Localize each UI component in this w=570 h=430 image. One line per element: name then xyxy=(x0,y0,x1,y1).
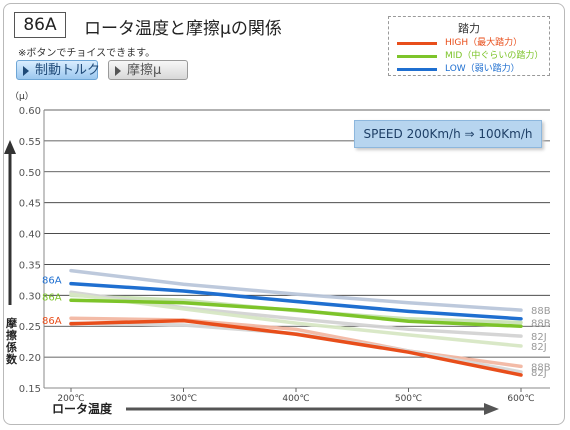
chart-title: ロータ温度と摩擦μの関係 xyxy=(84,19,282,39)
legend-swatch-high xyxy=(397,42,437,45)
y-tick-label: 0.35 xyxy=(19,260,41,271)
series-line-86A xyxy=(69,318,523,377)
model-badge: 86A xyxy=(14,12,66,38)
play-arrow-icon xyxy=(115,66,121,76)
series-label-left: 86A xyxy=(42,316,62,327)
y-axis-label-char: 摩 xyxy=(6,316,18,330)
y-tick-label: 0.15 xyxy=(19,384,41,395)
y-tick-label: 0.40 xyxy=(19,230,41,241)
y-axis-label-char: 数 xyxy=(6,352,18,366)
friction-mu-button[interactable]: 摩擦μ xyxy=(108,60,188,80)
series-label-left: 86A xyxy=(42,276,62,287)
series-line-88B xyxy=(69,316,523,369)
x-tick-label: 300℃ xyxy=(170,394,197,404)
series-label-right: 88B xyxy=(531,306,551,317)
legend-label-mid: MID（中ぐらいの踏力） xyxy=(445,51,544,61)
y-tick-label: 0.25 xyxy=(19,322,41,333)
braking-torque-label: 制動トルク xyxy=(35,63,101,78)
series-label-right: 82J xyxy=(531,368,547,379)
series-line-88B xyxy=(69,268,523,312)
y-tick-label: 0.20 xyxy=(19,353,41,364)
y-tick-label: 0.55 xyxy=(19,137,41,148)
series-label-left: 86A xyxy=(42,292,62,303)
x-tick-label: 400℃ xyxy=(282,394,309,404)
legend-label-high: HIGH（最大踏力） xyxy=(445,38,523,48)
y-unit-label: （μ） xyxy=(10,91,34,102)
friction-mu-label: 摩擦μ xyxy=(127,63,162,78)
legend: 踏力 HIGH（最大踏力） MID（中ぐらいの踏力） LOW（弱い踏力） xyxy=(388,16,550,76)
speed-condition-label: SPEED 200Km/h ⇒ 100Km/h xyxy=(354,120,542,148)
series-line-82J xyxy=(69,292,523,348)
series-label-right: 82J xyxy=(531,332,547,343)
y-axis-label-char: 係 xyxy=(6,340,17,354)
instruction-note: ※ボタンでチョイスできます。 xyxy=(18,48,156,59)
y-tick-label: 0.30 xyxy=(19,291,41,302)
x-tick-label: 200℃ xyxy=(57,394,84,404)
series-label-right: 88B xyxy=(531,362,551,373)
y-axis-arrowhead xyxy=(4,140,16,154)
y-tick-label: 0.60 xyxy=(19,106,41,117)
legend-label-low: LOW（弱い踏力） xyxy=(445,64,520,74)
series-line-86A xyxy=(69,281,523,321)
y-tick-label: 0.45 xyxy=(19,199,41,210)
legend-swatch-low xyxy=(397,68,437,71)
braking-torque-button[interactable]: 制動トルク xyxy=(16,60,101,80)
legend-swatch-mid xyxy=(397,55,437,58)
y-tick-label: 0.50 xyxy=(19,168,41,179)
series-label-right: 82J xyxy=(531,342,547,353)
x-axis-label: ロータ温度 xyxy=(52,401,113,416)
series-line-86A xyxy=(69,298,523,328)
play-arrow-icon xyxy=(23,66,29,76)
y-axis-label-char: 擦 xyxy=(6,328,17,342)
x-axis-arrowhead xyxy=(484,403,499,415)
legend-title: 踏力 xyxy=(458,22,480,35)
series-label-right: 88B xyxy=(531,319,551,330)
x-tick-label: 500℃ xyxy=(395,394,422,404)
x-tick-label: 600℃ xyxy=(507,394,534,404)
